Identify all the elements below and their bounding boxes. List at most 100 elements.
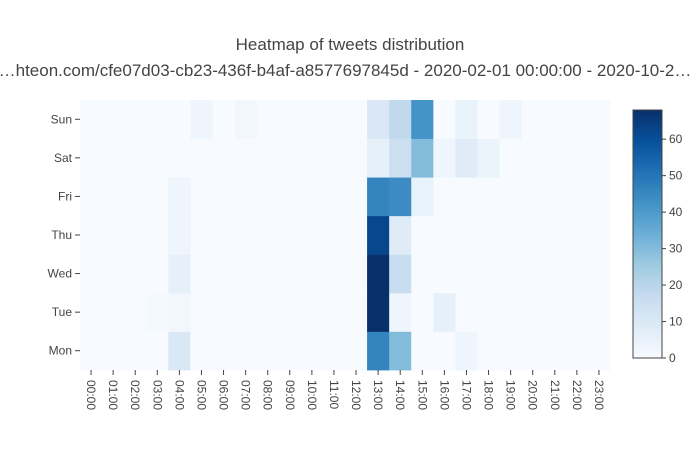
heatmap-cell [212, 215, 235, 255]
heatmap-cell [477, 138, 500, 178]
heatmap-cell [521, 292, 545, 332]
heatmap-cell [543, 292, 567, 332]
heatmap-cell [521, 331, 545, 371]
heatmap-cell [146, 177, 169, 217]
heatmap-cell [278, 138, 302, 178]
x-tick-label: 06:00 [217, 380, 231, 410]
heatmap-cell [234, 100, 258, 139]
colorbar-tick-label: 30 [669, 242, 683, 256]
heatmap-cell [256, 100, 280, 139]
heatmap-cell [477, 215, 500, 255]
heatmap-cell [543, 215, 567, 255]
heatmap-cell [367, 177, 390, 217]
heatmap-cell [499, 331, 523, 371]
heatmap-cell [234, 177, 258, 217]
heatmap-cell [367, 292, 390, 332]
x-tick-label: 15:00 [415, 380, 429, 410]
heatmap-cell [102, 292, 125, 332]
heatmap-cell [102, 254, 125, 294]
heatmap-cell [367, 215, 390, 255]
heatmap-cell [212, 254, 235, 294]
x-tick-label: 05:00 [194, 380, 208, 410]
heatmap-cell [499, 177, 523, 217]
x-tick-label: 11:00 [327, 380, 341, 409]
heatmap-cell [587, 177, 611, 217]
heatmap-cell [124, 254, 147, 294]
heatmap-cell [455, 331, 478, 371]
heatmap-cell [521, 138, 545, 178]
heatmap-cell [256, 138, 280, 178]
heatmap-cell [300, 100, 324, 139]
heatmap-cell [80, 215, 103, 255]
heatmap-cell [345, 215, 368, 255]
heatmap-cell [278, 331, 302, 371]
heatmap-cell [543, 254, 567, 294]
heatmap-cell [190, 292, 213, 332]
heatmap-cell [477, 331, 500, 371]
heatmap-cell [455, 177, 478, 217]
heatmap-cell [146, 138, 169, 178]
heatmap-cell [411, 292, 434, 332]
heatmap-cell [124, 177, 147, 217]
heatmap-cell [411, 215, 434, 255]
heatmap-cell [146, 254, 169, 294]
heatmap-cell [300, 254, 324, 294]
heatmap-cell [146, 215, 169, 255]
heatmap-cell [565, 215, 589, 255]
heatmap-cell [345, 331, 368, 371]
heatmap-cell [345, 254, 368, 294]
heatmap-cell [278, 292, 302, 332]
x-tick-label: 23:00 [592, 380, 606, 410]
heatmap-cell [587, 254, 611, 294]
heatmap-cell [587, 100, 611, 139]
chart-title: Heatmap of tweets distribution [236, 35, 465, 54]
heatmap-cell [190, 177, 213, 217]
heatmap-cell [345, 138, 368, 178]
x-tick-label: 09:00 [283, 380, 297, 410]
heatmap-cell [322, 254, 346, 294]
heatmap-cell [565, 138, 589, 178]
heatmap-cell [300, 292, 324, 332]
x-tick-label: 02:00 [128, 380, 142, 410]
heatmap-cell [499, 100, 523, 139]
heatmap-cell [146, 100, 169, 139]
y-tick-label: Sat [54, 151, 73, 165]
heatmap-cell [102, 331, 125, 371]
heatmap-cell [433, 177, 456, 217]
y-axis-ticks: Mon Tue Wed Thu Fri Sat Sun [48, 112, 80, 358]
heatmap-cell [168, 138, 191, 178]
heatmap-cell [455, 292, 478, 332]
heatmap-cell [477, 292, 500, 332]
x-tick-label: 10:00 [305, 380, 319, 410]
heatmap-cell [212, 292, 235, 332]
heatmap-cell [322, 100, 346, 139]
heatmap-cell [190, 100, 213, 139]
heatmap-cell [168, 292, 191, 332]
heatmap-cell [124, 100, 147, 139]
heatmap-cell [565, 254, 589, 294]
heatmap-cell [543, 331, 567, 371]
x-tick-label: 07:00 [239, 380, 253, 410]
heatmap-cell [499, 215, 523, 255]
heatmap-cell [80, 177, 103, 217]
heatmap-cell [565, 292, 589, 332]
heatmap-cell [367, 331, 390, 371]
heatmap-cell [411, 254, 434, 294]
heatmap-cell [455, 215, 478, 255]
heatmap-cell [300, 215, 324, 255]
heatmap-cell [565, 100, 589, 139]
heatmap-cell [80, 138, 103, 178]
heatmap-cell [345, 100, 368, 139]
heatmap-cell [389, 254, 412, 294]
colorbar-gradient [632, 109, 663, 359]
heatmap-cell [433, 331, 456, 371]
heatmap-cell [80, 254, 103, 294]
heatmap-cell [322, 138, 346, 178]
heatmap-cell [433, 138, 456, 178]
x-tick-label: 14:00 [393, 380, 407, 410]
heatmap-cell [212, 100, 235, 139]
x-axis-ticks: 00:00 01:00 02:00 03:00 04:00 05:00 06:00 07:00… [84, 370, 606, 410]
heatmap-cell [499, 292, 523, 332]
heatmap-cell [587, 292, 611, 332]
